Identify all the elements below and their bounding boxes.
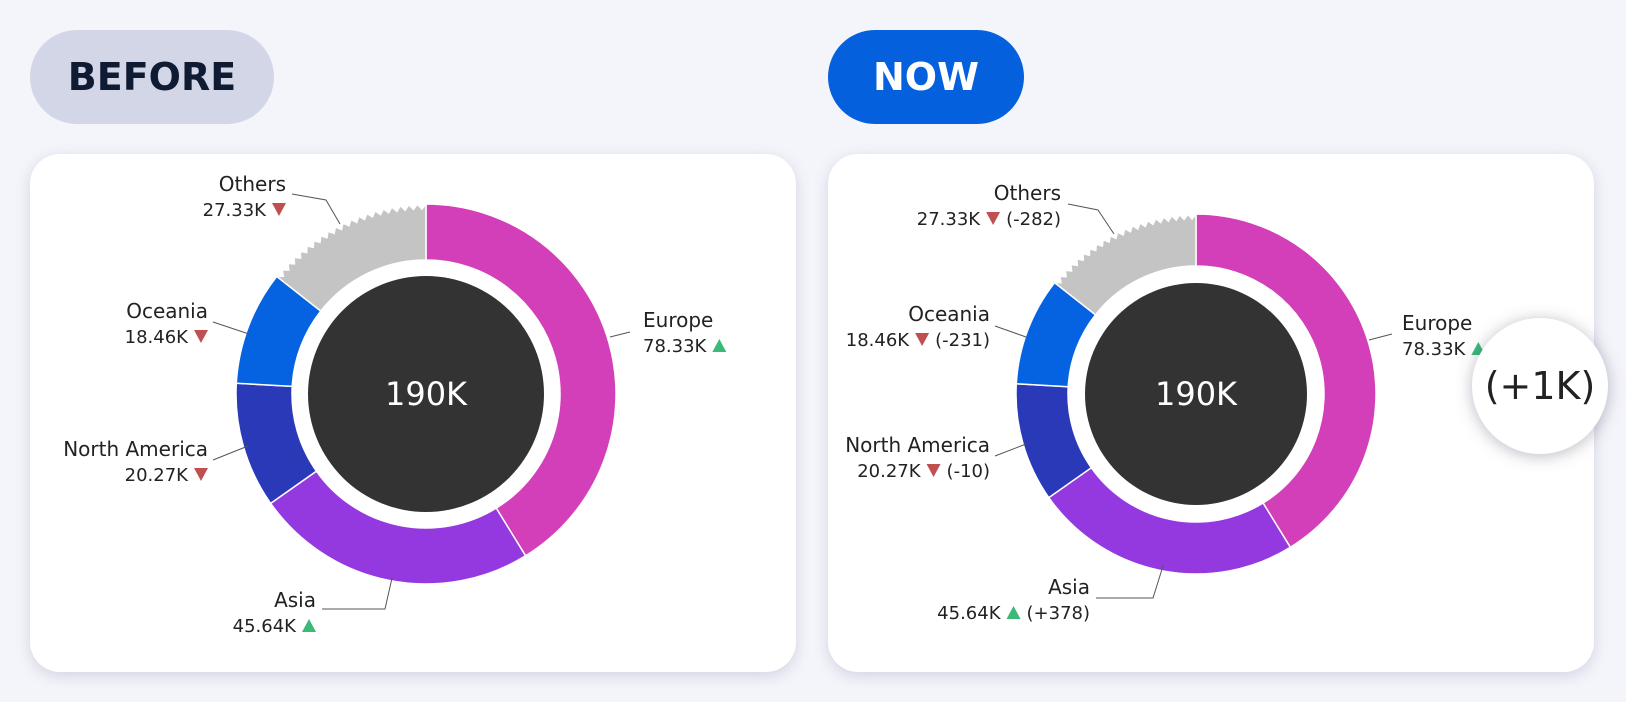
before-value-europe: 78.33K [643, 336, 708, 357]
now-delta-asia: (+378) [1027, 603, 1090, 624]
now-value-group-oceania: 18.46K (-231) [846, 330, 990, 351]
before-value-group-others: 27.33K [203, 200, 286, 221]
before-label-others: Others [219, 172, 286, 196]
now-value-asia: 45.64K [937, 603, 1002, 624]
before-leader-north-america [212, 445, 249, 461]
now-slice-europe[interactable] [1195, 213, 1377, 549]
now-trend-down-icon-north-america [926, 464, 941, 477]
now-trend-up-icon-asia [1006, 606, 1021, 619]
before-value-group-oceania: 18.46K [125, 327, 208, 348]
now-trend-down-icon-others [986, 212, 1001, 225]
before-leader-others [291, 193, 341, 225]
europe-delta-magnifier: (+1K) [1472, 318, 1608, 454]
before-value-asia: 45.64K [233, 616, 298, 637]
now-value-europe: 78.33K [1402, 339, 1467, 360]
now-trend-down-icon-oceania [915, 333, 930, 346]
before-chart-panel: 190K Europe 78.33K Asia 45.64K North America 2… [30, 154, 796, 672]
now-delta-oceania: (-231) [935, 330, 990, 351]
before-value-group-europe: 78.33K [643, 336, 727, 357]
now-label-others: Others [994, 181, 1061, 205]
now-value-oceania: 18.46K [846, 330, 911, 351]
before-trend-down-icon-oceania [194, 330, 208, 343]
now-delta-north-america: (-10) [947, 461, 990, 482]
now-leader-others [1067, 203, 1115, 235]
before-trend-up-icon-europe [712, 339, 727, 352]
before-label-oceania: Oceania [126, 299, 208, 323]
before-label-north-america: North America [63, 437, 208, 461]
before-trend-down-icon-others [272, 203, 286, 216]
now-value-group-north-america: 20.27K (-10) [857, 461, 990, 482]
now-label: NOW [828, 30, 1024, 124]
before-value-others: 27.33K [203, 200, 268, 221]
now-leader-north-america [994, 443, 1027, 457]
before-center-disc [308, 276, 544, 512]
now-label-north-america: North America [845, 433, 990, 457]
before-label-asia: Asia [274, 588, 316, 612]
before-value-oceania: 18.46K [125, 327, 190, 348]
now-value-others: 27.33K [917, 209, 982, 230]
now-label-oceania: Oceania [908, 302, 990, 326]
before-value-north-america: 20.27K [125, 465, 190, 486]
before-center-total: 190K [385, 375, 468, 413]
before-label: BEFORE [30, 30, 274, 124]
now-value-group-others: 27.33K (-282) [917, 209, 1061, 230]
before-leader-asia [322, 577, 393, 610]
before-donut-chart: 190K Europe 78.33K Asia 45.64K North America 2… [63, 172, 727, 637]
before-label-europe: Europe [643, 308, 713, 332]
before-slice-others[interactable] [274, 201, 427, 313]
before-value-group-asia: 45.64K [233, 616, 316, 637]
now-label-europe: Europe [1402, 311, 1472, 335]
before-leader-europe [609, 331, 631, 338]
before-trend-up-icon-asia [302, 619, 316, 632]
now-leader-asia [1096, 565, 1164, 599]
now-center-disc [1085, 283, 1307, 505]
before-trend-down-icon-north-america [194, 468, 208, 481]
now-delta-others: (-282) [1006, 209, 1061, 230]
now-leader-europe [1368, 333, 1393, 341]
now-leader-oceania [994, 325, 1027, 338]
before-slice-europe[interactable] [425, 203, 617, 557]
now-value-north-america: 20.27K [857, 461, 922, 482]
now-chart-panel: 190KEurope78.33K(+1K)Asia45.64K(+378)Nor… [828, 154, 1594, 672]
now-donut-chart: 190KEurope78.33K(+1K)Asia45.64K(+378)Nor… [845, 181, 1544, 624]
before-leader-oceania [212, 321, 250, 335]
now-label-asia: Asia [1048, 575, 1090, 599]
before-value-group-north-america: 20.27K [125, 465, 208, 486]
now-value-group-asia: 45.64K (+378) [937, 603, 1090, 624]
now-center-total: 190K [1155, 375, 1238, 413]
now-slice-others[interactable] [1052, 211, 1197, 316]
